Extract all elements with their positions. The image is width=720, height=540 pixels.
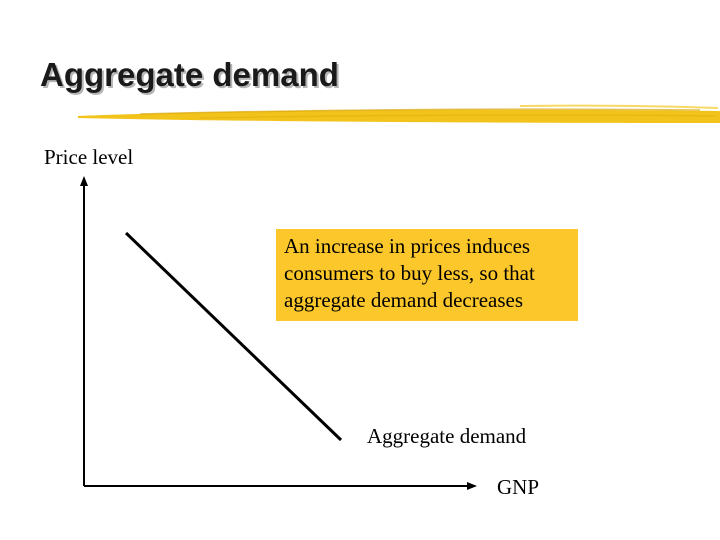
- brushstroke-streak: [519, 104, 719, 109]
- aggregate-demand-curve: [124, 231, 343, 442]
- y-axis-label: Price level: [44, 145, 134, 169]
- explanation-callout: An increase in prices induces consumers …: [276, 229, 578, 321]
- brushstroke-streak: [199, 114, 716, 119]
- title-underline-brushstroke: [78, 104, 720, 123]
- slide-title: Aggregate demand: [40, 56, 339, 93]
- x-axis-label: GNP: [497, 475, 540, 499]
- brushstroke-band: [78, 109, 720, 123]
- brushstroke-streak: [139, 108, 701, 115]
- aggregate-demand-curve-label: Aggregate demand: [367, 424, 527, 448]
